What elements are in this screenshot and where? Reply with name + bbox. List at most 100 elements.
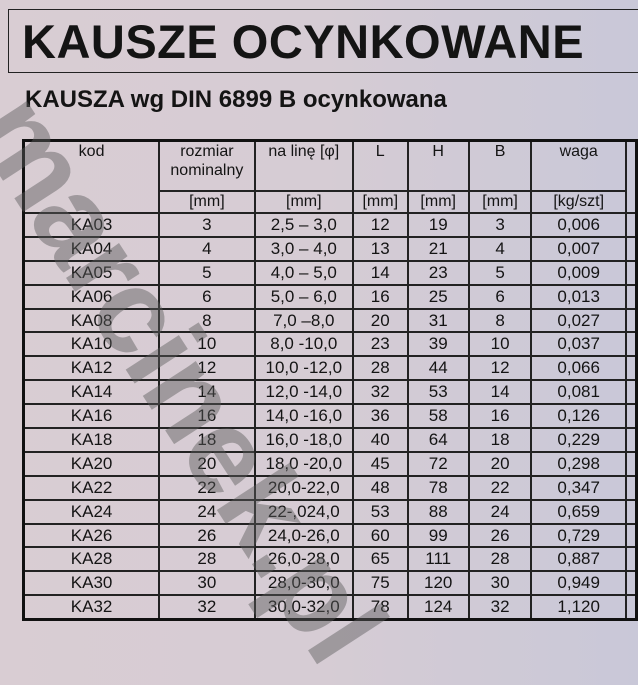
cell-b: 8: [467, 307, 533, 334]
cell-cut-off: [625, 522, 637, 549]
cell-kod: KA32: [22, 594, 161, 621]
table-row: KA16 16 14,0 -16,0 36 58 16 0,126: [22, 403, 637, 430]
cell-b: 24: [467, 498, 533, 525]
cell-rozmiar: 28: [158, 546, 256, 573]
cell-l: 78: [351, 594, 409, 621]
table-row: KA28 28 26,0-28,0 65 111 28 0,887: [22, 546, 637, 573]
cell-h: 21: [406, 235, 470, 262]
table-row: KA04 4 3,0 – 4,0 13 21 4 0,007: [22, 235, 637, 262]
cell-rozmiar: 12: [158, 355, 256, 382]
cell-waga: 0,729: [530, 522, 628, 549]
cell-kod: KA26: [22, 522, 161, 549]
cell-h: 64: [406, 427, 470, 453]
cell-b: 18: [467, 427, 533, 453]
cell-kod: KA05: [22, 259, 161, 286]
cell-h: 124: [406, 594, 470, 621]
cell-na-line: 20,0-22,0: [253, 474, 354, 501]
cell-waga: 0,298: [530, 450, 628, 477]
cell-rozmiar: 10: [158, 331, 256, 358]
table-row: KA05 5 4,0 – 5,0 14 23 5 0,009: [22, 259, 637, 286]
header-l: L: [351, 139, 409, 192]
cell-kod: KA08: [22, 307, 161, 334]
table-row: KA08 8 7,0 –8,0 20 31 8 0,027: [22, 307, 637, 334]
cell-b: 20: [467, 450, 533, 477]
unit-waga: [kg/szt]: [530, 190, 628, 214]
cell-l: 16: [351, 283, 409, 310]
cell-b: 12: [467, 355, 533, 382]
cell-na-line: 18,0 -20,0: [253, 450, 354, 477]
cell-na-line: 28,0-30,0: [253, 570, 354, 597]
cell-rozmiar: 5: [158, 259, 256, 286]
cell-cut-off: [625, 212, 637, 238]
cell-rozmiar: 30: [158, 570, 256, 597]
cell-na-line: 4,0 – 5,0: [253, 259, 354, 286]
cell-kod: KA10: [22, 331, 161, 358]
table-row: KA06 6 5,0 – 6,0 16 25 6 0,013: [22, 283, 637, 310]
cell-b: 16: [467, 403, 533, 430]
cell-rozmiar: 8: [158, 307, 256, 334]
cell-waga: 0,659: [530, 498, 628, 525]
cell-waga: 0,007: [530, 235, 628, 262]
cell-rozmiar: 6: [158, 283, 256, 310]
cell-waga: 0,949: [530, 570, 628, 597]
cell-kod: KA14: [22, 379, 161, 406]
cell-b: 10: [467, 331, 533, 358]
cell-h: 99: [406, 522, 470, 549]
cell-b: 4: [467, 235, 533, 262]
unit-b: [mm]: [467, 190, 533, 214]
table-row: KA24 24 22-,024,0 53 88 24 0,659: [22, 498, 637, 525]
cell-l: 48: [351, 474, 409, 501]
units-row: [mm] [mm] [mm] [mm] [mm] [kg/szt]: [24, 190, 637, 214]
cell-na-line: 10,0 -12,0: [253, 355, 354, 382]
cell-rozmiar: 4: [158, 235, 256, 262]
cell-cut-off: [625, 379, 637, 406]
cell-cut-off: [625, 427, 637, 453]
cell-b: 14: [467, 379, 533, 406]
cell-kod: KA16: [22, 403, 161, 430]
unit-h: [mm]: [406, 190, 470, 214]
table-row: KA22 22 20,0-22,0 48 78 22 0,347: [22, 474, 637, 501]
cell-rozmiar: 18: [158, 427, 256, 453]
page-subtitle: KAUSZA wg DIN 6899 B ocynkowana: [25, 86, 447, 113]
cell-kod: KA28: [22, 546, 161, 573]
cell-na-line: 24,0-26,0: [253, 522, 354, 549]
cell-waga: 0,037: [530, 331, 628, 358]
cell-h: 25: [406, 283, 470, 310]
cell-cut-off: [625, 283, 637, 310]
cell-kod: KA03: [22, 212, 161, 238]
cell-l: 60: [351, 522, 409, 549]
cell-na-line: 30,0-32,0: [253, 594, 354, 621]
table-row: KA14 14 12,0 -14,0 32 53 14 0,081: [22, 379, 637, 406]
cell-h: 88: [406, 498, 470, 525]
cell-l: 36: [351, 403, 409, 430]
cell-na-line: 16,0 -18,0: [253, 427, 354, 453]
cell-na-line: 2,5 – 3,0: [253, 212, 354, 238]
cell-na-line: 26,0-28,0: [253, 546, 354, 573]
cell-b: 5: [467, 259, 533, 286]
cell-l: 12: [351, 212, 409, 238]
cell-kod: KA20: [22, 450, 161, 477]
header-row: kod rozmiar nominalny na linę [φ] L H B …: [22, 139, 637, 214]
cell-waga: 0,347: [530, 474, 628, 501]
cell-rozmiar: 32: [158, 594, 256, 621]
cell-h: 31: [406, 307, 470, 334]
cell-kod: KA04: [22, 235, 161, 262]
cell-na-line: 7,0 –8,0: [253, 307, 354, 334]
cell-b: 26: [467, 522, 533, 549]
table-row: KA32 32 30,0-32,0 78 124 32 1,120: [22, 594, 637, 621]
cell-rozmiar: 26: [158, 522, 256, 549]
cell-l: 75: [351, 570, 409, 597]
table-row: KA12 12 10,0 -12,0 28 44 12 0,066: [22, 355, 637, 382]
cell-na-line: 3,0 – 4,0: [253, 235, 354, 262]
cell-h: 120: [406, 570, 470, 597]
cell-h: 23: [406, 259, 470, 286]
cell-kod: KA22: [22, 474, 161, 501]
cell-h: 72: [406, 450, 470, 477]
cell-kod: KA30: [22, 570, 161, 597]
cell-kod: KA18: [22, 427, 161, 453]
cell-waga: 0,081: [530, 379, 628, 406]
cell-l: 14: [351, 259, 409, 286]
unit-rozmiar: [mm]: [158, 190, 256, 214]
cell-h: 58: [406, 403, 470, 430]
cell-cut-off: [625, 546, 637, 573]
